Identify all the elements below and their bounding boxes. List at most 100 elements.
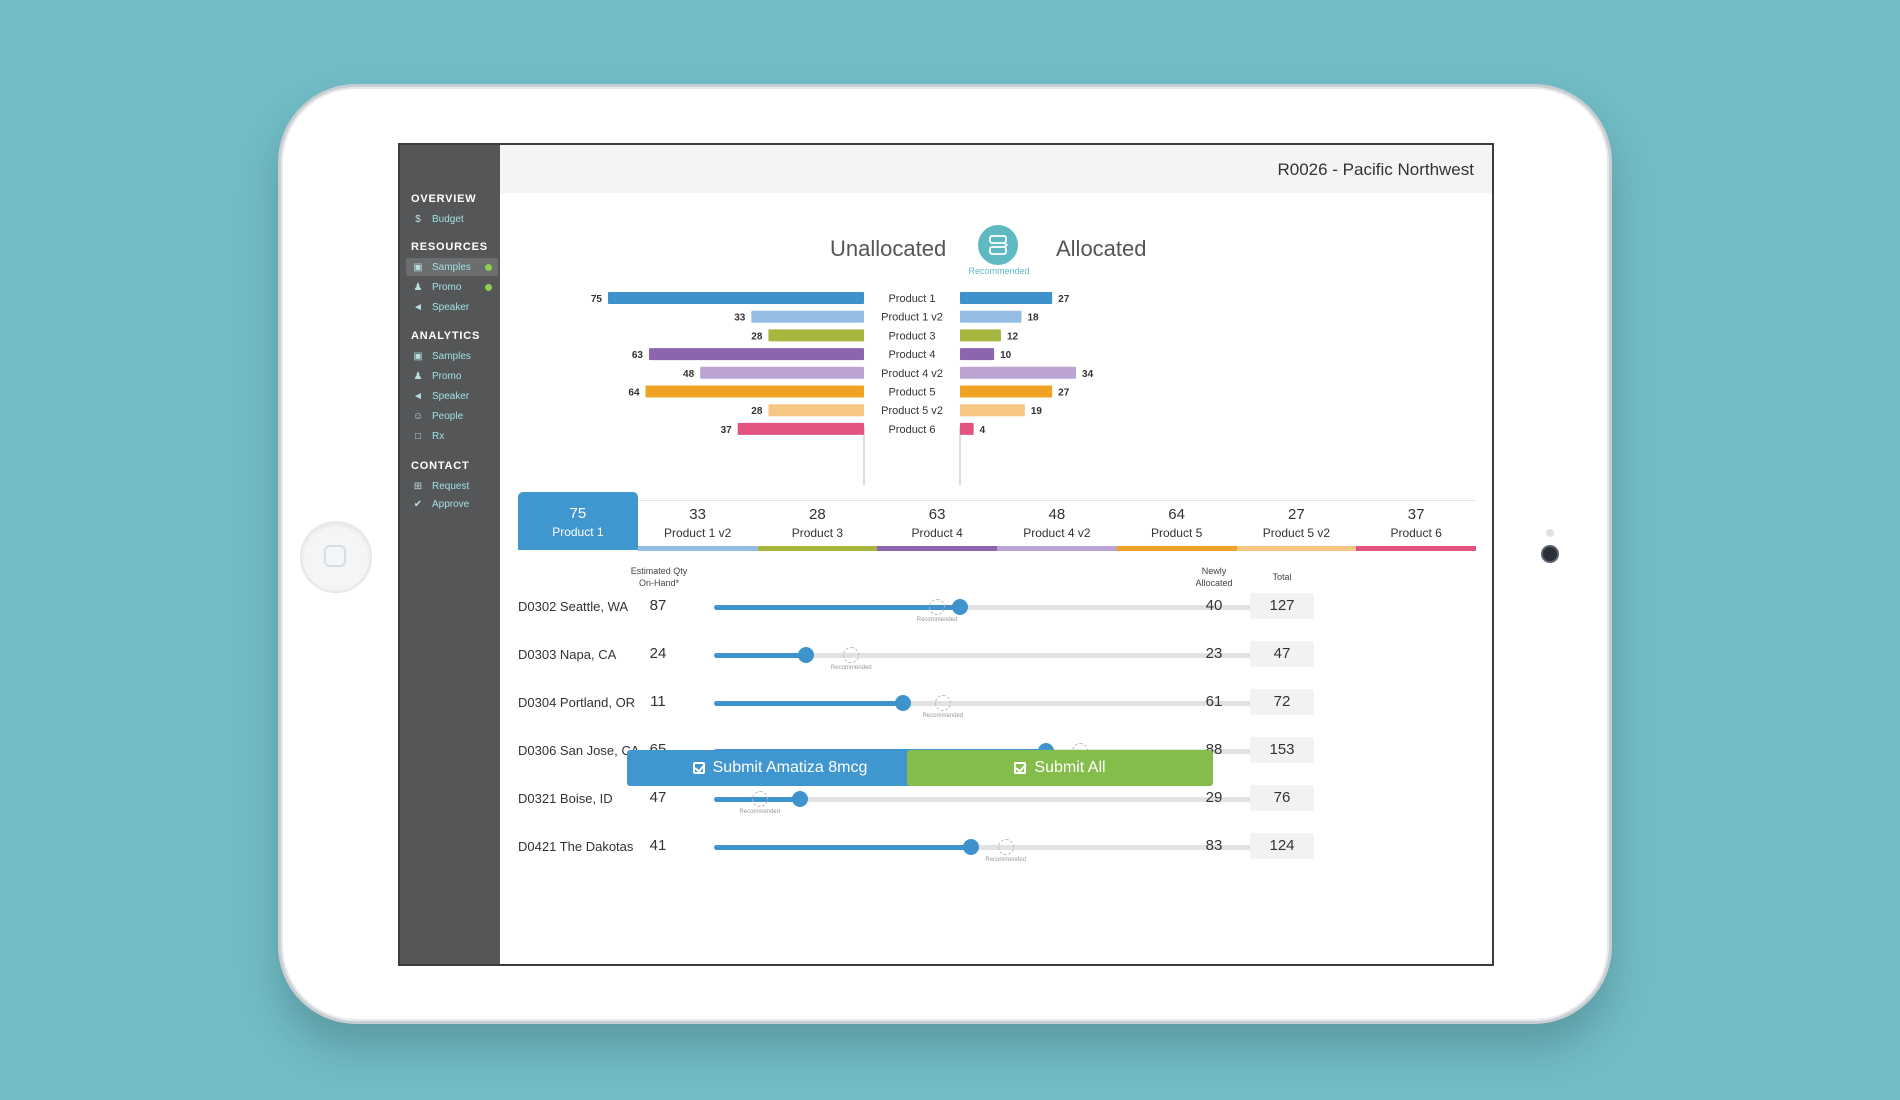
- product-category-label: Product 5: [888, 387, 935, 399]
- tab-count: 27: [1288, 506, 1305, 523]
- recommended-marker: [934, 695, 951, 711]
- allocated-bar: [960, 404, 1025, 417]
- recommended-marker: [929, 599, 946, 615]
- sidebar-item-analytics-speaker[interactable]: ◄ Speaker: [406, 387, 498, 405]
- tab-label: Product 1: [552, 525, 604, 539]
- megaphone-icon: ◄: [413, 301, 423, 313]
- allocation-slider[interactable]: Recommended: [714, 695, 1286, 719]
- submit-all-button[interactable]: Submit All: [907, 750, 1213, 786]
- tab-count: 28: [809, 506, 826, 523]
- allocated-bar: [960, 329, 1001, 342]
- recommended-marker: [843, 647, 860, 663]
- product-tab-8[interactable]: 37 Product 6: [1356, 500, 1476, 551]
- document-icon: □: [414, 430, 422, 442]
- tab-count: 75: [569, 505, 587, 522]
- sidebar-item-contact-approve[interactable]: ✔ Approve: [406, 495, 498, 513]
- unallocated-value-label: 28: [751, 331, 763, 342]
- distributor-name: D0421 The Dakotas: [518, 839, 634, 854]
- product-category-label: Product 3: [888, 330, 935, 342]
- sidebar-item-overview-budget[interactable]: $ Budget: [406, 210, 498, 228]
- sidebar-item-analytics-promo[interactable]: ♟ Promo: [406, 367, 498, 385]
- newly-allocated: 61: [1205, 693, 1223, 710]
- product-tab-1[interactable]: 75 Product 1: [518, 492, 638, 550]
- allocation-slider[interactable]: Recommended: [714, 647, 1286, 671]
- checkbox-icon: [692, 762, 705, 774]
- sidebar-item-resources-samples[interactable]: ▣ Samples: [406, 258, 498, 276]
- unallocated-value-label: 63: [632, 350, 644, 361]
- distributor-name: D0303 Napa, CA: [518, 647, 617, 662]
- allocated-bar: [960, 310, 1022, 323]
- unallocated-bar: [768, 404, 864, 417]
- recommended-marker: [997, 839, 1014, 855]
- unallocated-bar: [608, 292, 864, 304]
- newly-allocated: 29: [1205, 789, 1223, 806]
- newly-allocated: 83: [1205, 837, 1223, 854]
- allocated-value-label: 18: [1027, 313, 1039, 324]
- product-tab-7[interactable]: 27 Product 5 v2: [1236, 500, 1357, 551]
- plus-square-icon: ⊞: [413, 480, 423, 492]
- app-screen: OVERVIEW $ Budget RESOURCES ▣ Samples ♟ Promo ◄ S…: [398, 143, 1494, 966]
- allocated-bar: [960, 292, 1053, 304]
- tab-color-stripe: [1356, 546, 1476, 551]
- sidebar-item-analytics-people[interactable]: ☺ People: [406, 407, 498, 425]
- sidebar-item-resources-speaker[interactable]: ◄ Speaker: [406, 298, 498, 316]
- slider-handle[interactable]: [951, 599, 968, 615]
- col-total-header: Total: [1272, 572, 1292, 582]
- sidebar-item-analytics-samples[interactable]: ▣ Samples: [406, 347, 498, 365]
- status-dot: [485, 284, 492, 291]
- dollar-icon: $: [415, 213, 421, 225]
- tab-label: Product 6: [1390, 526, 1442, 540]
- tab-count: 37: [1407, 506, 1425, 523]
- submit-product-label: Submit Amatiza 8mcg: [712, 759, 868, 776]
- allocation-slider[interactable]: Recommended: [714, 839, 1286, 863]
- recommended-marker-label: Recommended: [922, 713, 964, 719]
- row-total: 153: [1250, 737, 1314, 763]
- distributor-name: D0304 Portland, OR: [518, 695, 636, 710]
- allocated-value-label: 19: [1031, 406, 1043, 417]
- sidebar-item-label: Rx: [432, 430, 445, 442]
- product-tab-6[interactable]: 64 Product 5: [1116, 500, 1237, 551]
- recommended-marker: [751, 791, 768, 807]
- submit-product-button[interactable]: Submit Amatiza 8mcg: [627, 750, 933, 786]
- product-category-label: Product 4: [888, 349, 935, 361]
- sidebar-item-resources-promo[interactable]: ♟ Promo: [406, 278, 498, 296]
- allocation-slider[interactable]: Recommended: [714, 599, 1286, 623]
- top-bar: R0026 - Pacific Northwest: [500, 145, 1492, 193]
- product-tab-3[interactable]: 28 Product 3: [757, 500, 878, 551]
- sidebar-item-label: Request: [432, 480, 470, 492]
- product-tab-5[interactable]: 48 Product 4 v2: [997, 500, 1117, 551]
- people-icon: ☺: [412, 410, 424, 422]
- allocation-slider[interactable]: Recommended: [714, 791, 1286, 815]
- allocated-bar: [960, 366, 1077, 379]
- product-tab-4[interactable]: 63 Product 4: [877, 500, 997, 551]
- unallocated-value-label: 48: [683, 369, 695, 380]
- sidebar-item-analytics-rx[interactable]: □ Rx: [406, 427, 498, 445]
- briefcase-icon: ▣: [413, 261, 423, 273]
- unallocated-value-label: 28: [751, 406, 763, 417]
- product-tabs: 75 Product 1 33 Product 1 v2 28 Product 3 63 Pr…: [518, 492, 1476, 552]
- tab-label: Product 3: [791, 526, 844, 540]
- submit-all-label: Submit All: [1034, 759, 1106, 776]
- allocated-value-label: 34: [1082, 369, 1094, 380]
- recommended-marker-label: Recommended: [985, 857, 1027, 863]
- slider-handle[interactable]: [791, 791, 808, 807]
- recommended-button[interactable]: [978, 225, 1018, 265]
- briefcase-icon: ▣: [413, 350, 423, 362]
- user-icon: ♟: [413, 370, 423, 382]
- tab-color-stripe: [757, 546, 878, 551]
- product-tab-2[interactable]: 33 Product 1 v2: [637, 500, 758, 551]
- sidebar-section-contact: CONTACT: [411, 460, 470, 472]
- col-estimated-header: Estimated Qty On-Hand*: [630, 566, 688, 588]
- unallocated-value-label: 64: [628, 388, 640, 399]
- slider-handle[interactable]: [963, 839, 980, 855]
- distributor-name: D0306 San Jose, CA: [518, 743, 640, 758]
- product-category-label: Product 1 v2: [881, 312, 943, 324]
- slider-handle[interactable]: [894, 695, 911, 711]
- home-button[interactable]: [300, 521, 372, 593]
- product-category-label: Product 4 v2: [881, 368, 943, 380]
- sidebar-section-resources: RESOURCES: [411, 241, 488, 253]
- slider-handle[interactable]: [797, 647, 814, 663]
- sidebar-item-contact-request[interactable]: ⊞ Request: [406, 477, 498, 495]
- user-icon: ♟: [413, 281, 423, 293]
- row-total: 47: [1250, 641, 1314, 667]
